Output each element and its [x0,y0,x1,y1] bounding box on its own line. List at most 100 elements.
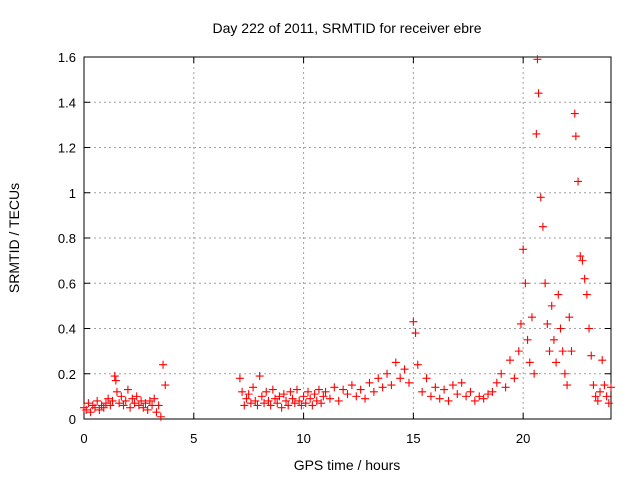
data-point [126,403,135,412]
data-point [139,403,148,412]
data-point [426,392,435,401]
data-point [519,245,528,254]
data-point [556,324,565,333]
x-tick-label: 10 [296,431,310,446]
data-point [521,279,530,288]
data-point [150,394,159,403]
data-point [536,193,545,202]
data-point [123,385,132,394]
data-point [356,385,365,394]
data-point [571,132,580,141]
data-point [115,399,124,408]
data-point [240,401,249,410]
data-point [525,358,534,367]
data-point [411,329,420,338]
data-point [132,392,141,401]
data-point [396,374,405,383]
data-point [457,378,466,387]
data-point [418,387,427,396]
y-tick-label: 0 [69,412,76,427]
data-point [462,392,471,401]
tick-layer: 0 0.2 0.4 0.6 0.8 1 1.2 1.4 1.6 0 5 10 15 20 [58,50,611,446]
data-point [387,381,396,390]
data-point [596,387,605,396]
data-point [130,399,139,408]
data-point [383,369,392,378]
points-layer [80,55,615,421]
data-point [292,385,301,394]
data-point [110,372,119,381]
data-point [314,385,323,394]
data-point [391,358,400,367]
data-point [264,396,273,405]
data-point [534,89,543,98]
data-point [578,256,587,265]
data-point [558,347,567,356]
data-point [253,401,262,410]
data-point [549,335,558,344]
data-point [137,396,146,405]
data-point [593,396,602,405]
data-point [112,387,121,396]
data-point [580,274,589,283]
data-point [156,412,165,421]
data-point [453,390,462,399]
data-point [319,392,328,401]
x-axis-label: GPS time / hours [294,457,401,473]
data-point [334,396,343,405]
y-tick-label: 1 [69,186,76,201]
data-point [585,324,594,333]
data-point [101,399,110,408]
data-point [141,399,150,408]
data-point [545,347,554,356]
data-point [286,387,295,396]
data-point [246,399,255,408]
data-point [563,381,572,390]
data-point [369,387,378,396]
data-point [303,387,312,396]
data-point [301,399,310,408]
data-point [306,394,315,403]
data-point [587,351,596,360]
x-tick-label: 5 [190,431,197,446]
data-point [574,177,583,186]
data-point [538,222,547,231]
data-point [431,383,440,392]
data-point [266,401,275,410]
data-point [104,394,113,403]
data-point [242,394,251,403]
data-point [299,392,308,401]
data-point [108,396,117,405]
data-point [352,392,361,401]
y-tick-label: 0.2 [58,367,76,382]
x-tick-label: 20 [516,431,530,446]
data-point [273,399,282,408]
data-point [290,399,299,408]
data-point [321,387,330,396]
y-tick-label: 0.8 [58,231,76,246]
data-point [117,392,126,401]
data-point [238,387,247,396]
data-point [347,381,356,390]
data-point [277,403,286,412]
data-point [279,390,288,399]
data-point [497,369,506,378]
data-point [516,319,525,328]
data-point [95,405,104,414]
data-point [249,383,258,392]
data-point [607,383,615,392]
data-point [90,403,99,412]
y-tick-label: 1.2 [58,141,76,156]
data-point [271,394,280,403]
data-point [409,317,418,326]
data-point [484,390,493,399]
y-tick-label: 1.6 [58,50,76,65]
data-point [570,109,579,118]
data-point [275,392,284,401]
data-point [128,394,137,403]
x-tick-label: 15 [406,431,420,446]
data-point [145,396,154,405]
data-point [527,313,536,322]
data-point [404,378,413,387]
data-point [554,290,563,299]
